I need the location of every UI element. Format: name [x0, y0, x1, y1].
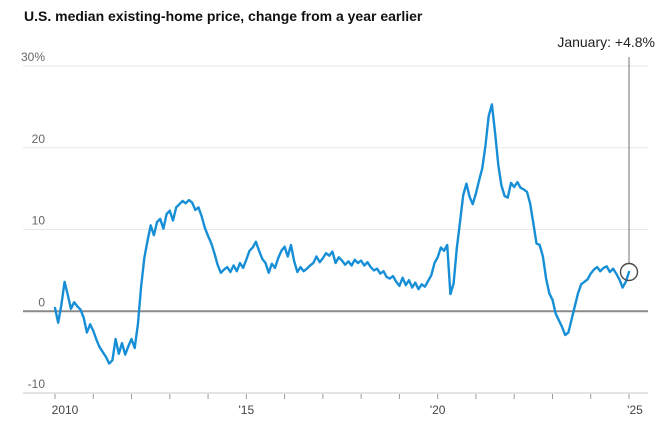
y-axis-label: 0: [38, 295, 45, 309]
x-axis-label: '25: [627, 403, 643, 417]
y-axis-label: -10: [28, 377, 46, 391]
y-axis-label: 20: [32, 132, 46, 146]
y-axis-label: 10: [32, 214, 46, 228]
y-axis-label: 30%: [21, 50, 45, 64]
x-axis-label: '15: [239, 403, 255, 417]
last-value-annotation: January: +4.8%: [557, 34, 655, 50]
x-axis-label: '20: [430, 403, 446, 417]
end-point-marker: [619, 262, 639, 282]
series-line: [53, 103, 631, 365]
x-axis-label: 2010: [52, 403, 79, 417]
chart-title: U.S. median existing-home price, change …: [24, 8, 423, 24]
